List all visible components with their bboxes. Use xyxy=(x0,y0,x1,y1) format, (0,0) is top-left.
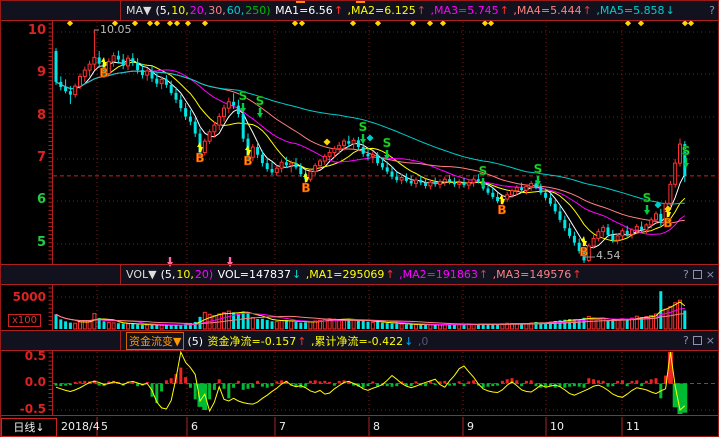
maximize-panel-icon[interactable] xyxy=(692,336,702,345)
header-token: ↑ xyxy=(572,268,582,281)
price-tick-label: 10 xyxy=(27,23,46,38)
header-token: MA1=6.56 xyxy=(271,3,333,17)
close-panel-icon[interactable]: × xyxy=(705,268,715,281)
svg-text:S: S xyxy=(479,164,488,178)
header-token: 20, xyxy=(189,3,208,17)
moneyflow-values-readout: (5) 资金净流=-0.157↑ ,累计净流=-0.422↓ ,0 xyxy=(187,333,429,349)
ma-values-readout: (5,10,20,30,60,250) MA1=6.56↑ ,MA2=6.125… xyxy=(155,4,675,17)
help-button[interactable]: ? xyxy=(709,3,715,17)
svg-text:S: S xyxy=(643,191,652,205)
svg-text:B: B xyxy=(243,154,252,168)
help-button[interactable]: ? xyxy=(682,334,689,347)
svg-text:S: S xyxy=(534,162,543,176)
price-tick-label: 7 xyxy=(36,150,46,165)
header-left-cell xyxy=(0,331,121,350)
header-token: ,MA3=149576 xyxy=(489,268,572,281)
price-tick-label: 9 xyxy=(36,65,46,80)
moneyflow-indicator-header: 资金流变▼ (5) 资金净流=-0.157↑ ,累计净流=-0.422↓ ,0 … xyxy=(0,331,719,350)
vol-indicator-dropdown[interactable]: VOL▼ xyxy=(126,268,157,281)
moneyflow-indicator-dropdown[interactable]: 资金流变▼ xyxy=(126,331,185,350)
header-token: ,累计净流=-0.422 xyxy=(307,334,404,348)
flow-tick-label: 0.0 xyxy=(24,375,46,389)
header-token: 20) xyxy=(194,268,214,281)
svg-text:S: S xyxy=(359,120,368,134)
header-token: ↑ xyxy=(333,3,344,17)
svg-text:B: B xyxy=(663,216,672,230)
volume-unit-badge: x100 xyxy=(8,314,42,327)
month-tick-label: 11 xyxy=(626,420,640,433)
month-tick-label: 5 xyxy=(101,420,108,433)
svg-text:S: S xyxy=(682,144,691,158)
header-token: ↓ xyxy=(404,334,414,348)
header-token: (5) xyxy=(187,334,207,348)
header-token: ↓ xyxy=(665,3,675,17)
month-tick-label: 6 xyxy=(191,420,198,433)
volume-indicator-header: VOL▼ (5,10,20) VOL=147837↓ ,MA1=295069↑ … xyxy=(0,265,719,284)
svg-text:B: B xyxy=(99,66,108,80)
low-price-annotation: 4.54 xyxy=(596,249,621,262)
header-token: ↑ xyxy=(297,334,307,348)
svg-text:B: B xyxy=(195,151,204,165)
svg-text:S: S xyxy=(256,94,265,108)
header-token: ,MA3=5.745 xyxy=(426,3,499,17)
header-token: ↓ xyxy=(292,268,302,281)
svg-text:S: S xyxy=(239,89,248,103)
svg-text:S: S xyxy=(383,136,392,150)
header-token: ,0 xyxy=(414,334,429,348)
month-tick-label: 8 xyxy=(373,420,380,433)
vol-values-readout: (5,10,20) VOL=147837↓ ,MA1=295069↑ ,MA2=… xyxy=(161,268,583,281)
flow-tick-label: -0.5 xyxy=(19,402,46,416)
header-token: ,MA2=191863 xyxy=(395,268,478,281)
header-left-cell xyxy=(0,0,121,20)
ma-indicator-dropdown[interactable]: MA▼ xyxy=(126,3,152,17)
header-token: 10, xyxy=(171,3,189,17)
header-token: ↑ xyxy=(499,3,509,17)
header-token: ↑ xyxy=(582,3,592,17)
svg-text:B: B xyxy=(301,181,310,195)
period-selector[interactable]: 日线↓ xyxy=(1,418,57,437)
header-token: ,MA1=295069 xyxy=(302,268,385,281)
maximize-panel-icon[interactable] xyxy=(692,270,702,279)
month-tick-label: 7 xyxy=(279,420,286,433)
help-button[interactable]: ? xyxy=(682,268,689,281)
header-token: 30, xyxy=(208,3,226,17)
header-token: 资金净流=-0.157 xyxy=(207,334,297,348)
header-token: (5, xyxy=(155,3,171,17)
header-token: VOL=147837 xyxy=(214,268,291,281)
header-token: (5, xyxy=(160,268,176,281)
month-tick-label: 9 xyxy=(467,420,474,433)
price-tick-label: 5 xyxy=(36,235,46,250)
month-tick-label: 10 xyxy=(550,420,564,433)
header-token: 10, xyxy=(176,268,194,281)
header-token: ,MA2=6.125 xyxy=(344,3,416,17)
header-token: ↑ xyxy=(385,268,395,281)
high-price-annotation: 10.05 xyxy=(100,23,132,36)
main-indicator-header: MA▼ (5,10,20,30,60,250) MA1=6.56↑ ,MA2=6… xyxy=(0,0,719,20)
header-left-cell xyxy=(0,265,121,284)
flow-tick-label: 0.5 xyxy=(24,349,46,363)
price-tick-label: 6 xyxy=(36,192,46,207)
header-token: ,MA5=5.858 xyxy=(592,3,665,17)
date-axis-year-label: 2018/4 xyxy=(61,420,100,433)
header-token: 60, xyxy=(226,3,245,17)
header-token: ↑ xyxy=(416,3,426,17)
price-tick-label: 8 xyxy=(36,108,46,123)
header-token: ,MA4=5.444 xyxy=(509,3,582,17)
header-token: 250) xyxy=(245,3,271,17)
volume-axis-max-label: 5000 xyxy=(12,290,46,304)
header-token: ↑ xyxy=(478,268,489,281)
svg-text:B: B xyxy=(497,203,506,217)
close-panel-icon[interactable]: × xyxy=(705,334,715,347)
svg-text:B: B xyxy=(579,245,588,259)
